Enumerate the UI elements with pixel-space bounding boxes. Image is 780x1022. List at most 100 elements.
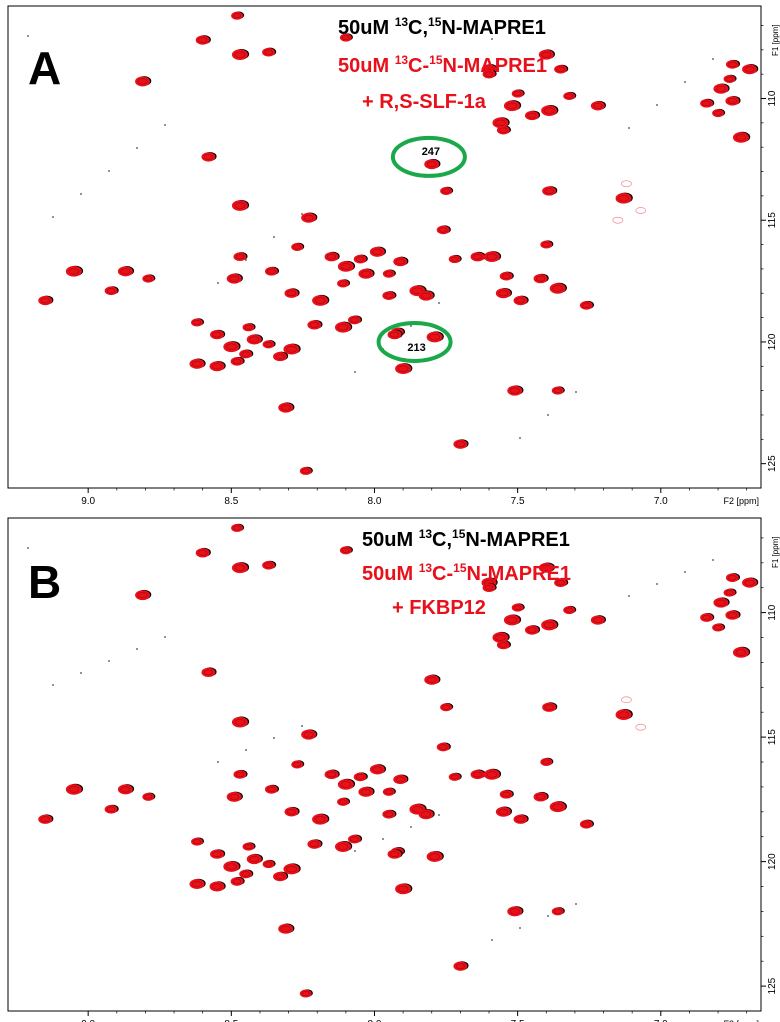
treated-peak-contour (229, 275, 240, 282)
treated-peak-contour (527, 112, 537, 119)
faint-peak (621, 180, 632, 188)
treated-peak (541, 619, 558, 631)
treated-peak (65, 784, 82, 795)
x-tick-label: 8.5 (224, 1019, 238, 1022)
treated-peak-contour (727, 612, 737, 618)
treated-peak-contour (249, 856, 260, 863)
treated-peak (283, 343, 300, 355)
noise-dot (684, 571, 686, 573)
treated-peak-contour (513, 605, 522, 611)
treated-peak-contour (395, 776, 405, 783)
treated-peak-contour (543, 107, 555, 114)
y-tick-label: 115 (767, 729, 778, 745)
treated-peak-contour (241, 351, 250, 357)
treated-peak-contour (267, 268, 276, 274)
y-tick-label: 120 (767, 333, 778, 350)
treated-peak-contour (144, 794, 153, 800)
treated-peak-contour (232, 878, 242, 885)
treated-peak-contour (337, 324, 349, 331)
treated-peak-contour (286, 290, 297, 297)
treated-peak (470, 252, 485, 262)
treated-peak (725, 96, 740, 106)
treated-peak-contour (229, 793, 240, 800)
panel-label: A (28, 42, 61, 94)
treated-peak-contour (234, 202, 246, 209)
treated-peak-contour (384, 811, 394, 817)
treated-peak (732, 647, 749, 658)
treated-peak-contour (234, 564, 246, 572)
highlight-ellipse (390, 135, 467, 178)
treated-peak-contour (309, 841, 319, 848)
noise-dot (438, 814, 440, 816)
treated-peak (507, 906, 523, 917)
treated-peak (334, 841, 351, 852)
treated-peak-contour (355, 774, 365, 780)
treated-peak (542, 186, 557, 196)
legend-treated: 50uM 13C-15N-MAPRE1 (338, 53, 547, 77)
treated-peak (369, 246, 385, 257)
noise-dot (712, 559, 714, 561)
treated-peak-contour (275, 873, 285, 880)
treated-peak-contour (340, 263, 352, 270)
treated-peak-contour (372, 248, 383, 255)
treated-peak (353, 254, 367, 264)
noise-dot (27, 35, 29, 37)
treated-peak-contour (744, 579, 755, 586)
treated-peak-contour (198, 550, 208, 556)
treated-peak-contour (438, 744, 448, 750)
treated-peak-contour (203, 669, 213, 676)
treated-peak (424, 674, 440, 685)
noise-dot (217, 761, 219, 763)
treated-peak (387, 849, 402, 859)
legend-reference-part: C, (432, 529, 452, 551)
plot-frame (7, 5, 762, 489)
noise-dots (27, 547, 714, 941)
noise-dot (354, 850, 356, 852)
treated-peak-contour (341, 35, 350, 41)
treated-peak (436, 225, 450, 235)
treated-peak-contour (582, 821, 591, 827)
treated-peak-contour (556, 580, 565, 586)
treated-peak (483, 251, 500, 263)
noise-dot (136, 147, 138, 149)
panel-b: 9.0 8.5 8.0 7.5 7.0 F2 [ppm] 110 115 120 125 F1 [p… (7, 517, 780, 1022)
treated-peak-contour (543, 621, 555, 629)
treated-peak (483, 769, 500, 780)
treated-peak-contour (193, 839, 201, 845)
treated-peak (700, 99, 714, 108)
treated-peak (725, 60, 739, 69)
treated-peak-contour (593, 617, 603, 623)
treated-peak (324, 769, 339, 780)
treated-peak (503, 100, 520, 112)
legend-treated-part: N-MAPRE1 (443, 55, 547, 77)
y-tick-label: 125 (767, 977, 778, 994)
treated-peak (393, 774, 408, 785)
treated-peak (590, 615, 605, 625)
treated-peak (732, 132, 749, 143)
treated-peak-contour (372, 766, 383, 773)
highlight-ellipse (376, 320, 453, 363)
treated-peak-contour (395, 258, 405, 265)
treated-peak-contour (301, 991, 310, 997)
treated-peak-contour (309, 322, 319, 328)
treated-peak-contour (235, 771, 245, 778)
treated-peak-contour (714, 625, 722, 630)
treated-peak (513, 295, 528, 306)
treated-peak-contour (233, 525, 241, 531)
treated-peak-contour (735, 649, 747, 656)
treated-peak-contour (412, 287, 423, 295)
treated-peak-contour (552, 803, 563, 811)
treated-peak-contour (535, 275, 546, 282)
treated-peak-contour (144, 276, 153, 282)
treated-peak-contour (429, 333, 440, 341)
noise-dot (575, 903, 577, 905)
faint-peak (635, 207, 647, 214)
treated-peak-contour (360, 270, 371, 277)
treated-peak (273, 351, 287, 362)
treated-peak-contour (513, 91, 522, 97)
y-tick-label: 110 (767, 90, 778, 106)
y-tick-label: 110 (767, 604, 778, 620)
treated-peak (499, 790, 513, 799)
legend-treated-part: 50uM (362, 563, 419, 585)
